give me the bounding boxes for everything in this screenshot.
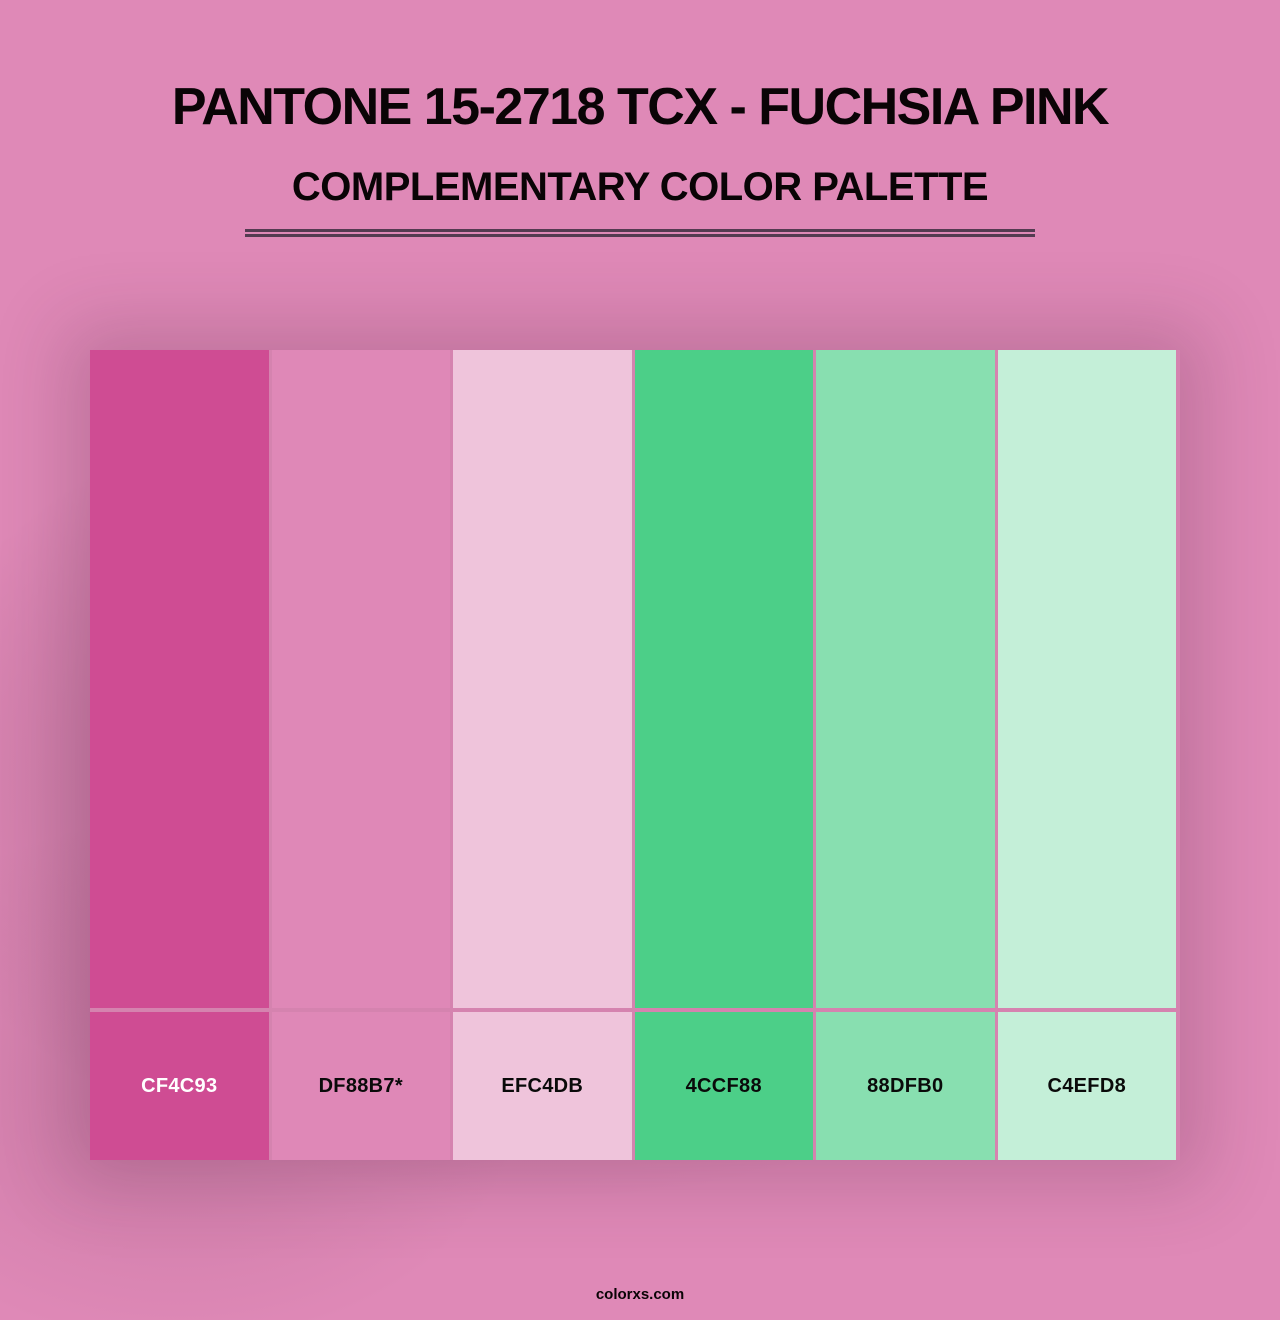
color-hex-swatch: DF88B7* xyxy=(271,1012,450,1160)
color-hex-swatch: 88DFB0 xyxy=(816,1012,995,1160)
color-hex-label: C4EFD8 xyxy=(1047,1074,1126,1097)
color-hex-label: 4CCF88 xyxy=(685,1074,762,1097)
palette-column-1: CF4C93 xyxy=(90,350,269,1160)
color-palette-grid: CF4C93 DF88B7* EFC4DB 4CCF88 88DFB0 C4EF… xyxy=(90,350,1180,1160)
page-title: PANTONE 15-2718 TCX - FUCHSIA PINK xyxy=(171,78,1110,136)
palette-column-3: EFC4DB xyxy=(453,350,632,1160)
color-hex-swatch: C4EFD8 xyxy=(997,1012,1176,1160)
color-swatch xyxy=(90,350,269,1008)
color-hex-label: 88DFB0 xyxy=(867,1074,944,1097)
title-divider xyxy=(245,229,1035,237)
color-hex-swatch: 4CCF88 xyxy=(634,1012,813,1160)
color-hex-label: DF88B7* xyxy=(318,1074,403,1097)
palette-column-2: DF88B7* xyxy=(271,350,450,1160)
palette-column-4: 4CCF88 xyxy=(634,350,813,1160)
color-swatch xyxy=(634,350,813,1008)
color-swatch xyxy=(997,350,1176,1008)
color-swatch xyxy=(816,350,995,1008)
color-hex-swatch: CF4C93 xyxy=(90,1012,269,1160)
color-hex-swatch: EFC4DB xyxy=(453,1012,632,1160)
page-subtitle: COMPLEMENTARY COLOR PALETTE xyxy=(291,165,989,209)
site-footer: colorxs.com xyxy=(595,1286,685,1303)
color-hex-label: EFC4DB xyxy=(501,1074,584,1097)
palette-column-5: 88DFB0 xyxy=(816,350,995,1160)
color-hex-label: CF4C93 xyxy=(141,1074,218,1097)
palette-column-6: C4EFD8 xyxy=(997,350,1176,1160)
color-swatch xyxy=(453,350,632,1008)
color-swatch xyxy=(271,350,450,1008)
